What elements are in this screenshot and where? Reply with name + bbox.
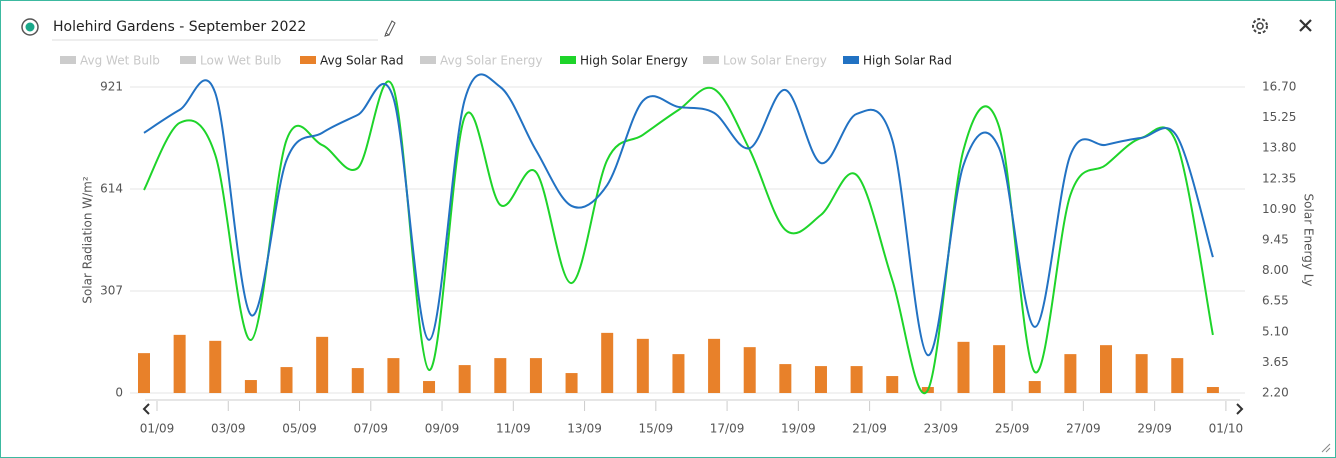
legend-swatch <box>60 56 76 64</box>
y-tick-label: 921 <box>100 80 123 94</box>
x-tick-label: 13/09 <box>567 422 602 436</box>
bar <box>458 365 471 393</box>
bar <box>1135 354 1148 393</box>
bar <box>601 332 614 393</box>
y2-tick-label: 16.70 <box>1262 80 1296 94</box>
bar <box>244 380 257 393</box>
bar <box>173 334 186 393</box>
legend-label[interactable]: Avg Solar Energy <box>440 54 542 68</box>
y2-tick-label: 13.80 <box>1262 141 1296 155</box>
bar <box>743 347 756 393</box>
bar <box>1100 345 1113 393</box>
legend-label[interactable]: Low Wet Bulb <box>200 54 281 68</box>
y2-tick-label: 8.00 <box>1262 263 1289 277</box>
y2-tick-label: 6.55 <box>1262 294 1289 308</box>
legend-label[interactable]: Avg Wet Bulb <box>80 54 160 68</box>
x-tick-label: 17/09 <box>710 422 745 436</box>
bar <box>636 338 649 393</box>
y2-tick-label: 9.45 <box>1262 233 1289 247</box>
bar <box>138 353 150 393</box>
close-icon[interactable] <box>1299 19 1312 32</box>
prev-arrow[interactable] <box>142 403 150 415</box>
bar <box>779 364 792 393</box>
bar <box>814 366 827 393</box>
y2-tick-label: 15.25 <box>1262 110 1296 124</box>
x-tick-label: 23/09 <box>924 422 959 436</box>
bar <box>280 367 293 393</box>
y2-tick-label: 5.10 <box>1262 324 1289 338</box>
x-tick-label: 19/09 <box>781 422 816 436</box>
y-tick-label: 0 <box>115 386 123 400</box>
x-tick-label: 01/10 <box>1209 422 1244 436</box>
line <box>143 73 1214 357</box>
legend-swatch <box>703 56 719 64</box>
bar <box>1206 387 1219 393</box>
bar <box>423 381 436 393</box>
y-tick-label: 614 <box>100 182 123 196</box>
bar <box>993 345 1006 393</box>
bar <box>672 354 685 393</box>
line <box>143 80 1214 395</box>
settings-icon[interactable] <box>1252 18 1268 34</box>
radio-dot <box>25 22 35 32</box>
legend-label[interactable]: Avg Solar Rad <box>320 54 403 68</box>
x-tick-label: 15/09 <box>639 422 674 436</box>
legend-swatch <box>180 56 196 64</box>
widget-title[interactable]: Holehird Gardens - September 2022 <box>53 19 306 35</box>
legend-swatch <box>420 56 436 64</box>
legend-label[interactable]: High Solar Energy <box>580 54 688 68</box>
edit-icon[interactable] <box>384 20 396 37</box>
legend-swatch <box>843 56 859 64</box>
y2-tick-label: 12.35 <box>1262 171 1296 185</box>
bar <box>387 358 400 393</box>
y2-tick-label: 3.65 <box>1262 355 1289 369</box>
x-tick-label: 27/09 <box>1066 422 1101 436</box>
bar <box>1171 358 1184 393</box>
bar <box>850 366 863 393</box>
legend-label[interactable]: Low Solar Energy <box>723 54 827 68</box>
x-tick-label: 07/09 <box>353 422 388 436</box>
bar <box>957 341 970 393</box>
legend-label[interactable]: High Solar Rad <box>863 54 952 68</box>
x-tick-label: 01/09 <box>140 422 175 436</box>
bar <box>1064 354 1077 393</box>
radio-icon[interactable] <box>21 18 39 36</box>
bar <box>565 373 578 393</box>
legend-swatch <box>560 56 576 64</box>
bar <box>494 358 507 393</box>
y2-axis-label: Solar Energy Ly <box>1302 194 1316 287</box>
x-tick-label: 09/09 <box>425 422 460 436</box>
next-arrow[interactable] <box>1236 403 1244 415</box>
y-tick-label: 307 <box>100 284 123 298</box>
legend-swatch <box>300 56 316 64</box>
y-axis-label: Solar Radiation W/m² <box>81 176 95 304</box>
bar <box>1028 381 1041 393</box>
bar <box>886 376 899 393</box>
x-tick-label: 25/09 <box>995 422 1030 436</box>
x-tick-label: 03/09 <box>211 422 246 436</box>
bar <box>209 340 222 393</box>
resize-handle <box>1321 443 1331 453</box>
bar <box>316 336 329 393</box>
bar <box>351 368 364 393</box>
x-tick-label: 29/09 <box>1137 422 1172 436</box>
x-tick-label: 21/09 <box>852 422 887 436</box>
y2-tick-label: 2.20 <box>1262 386 1289 400</box>
bar <box>708 338 721 393</box>
bar <box>529 358 542 393</box>
x-tick-label: 05/09 <box>282 422 317 436</box>
x-tick-label: 11/09 <box>496 422 531 436</box>
y2-tick-label: 10.90 <box>1262 202 1296 216</box>
